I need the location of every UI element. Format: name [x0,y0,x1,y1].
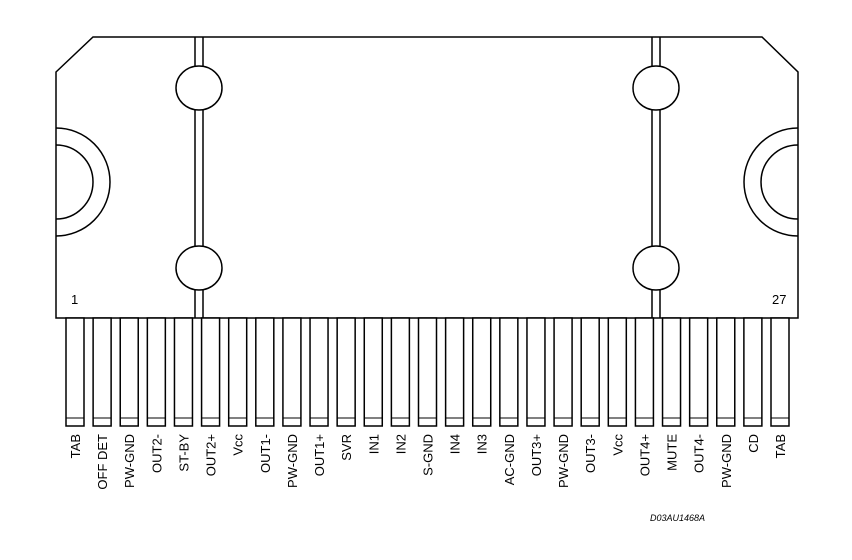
pin [119,317,139,427]
pin [444,317,465,427]
pin-label: IN3 [475,434,490,454]
pin [770,317,790,427]
package-body [55,36,799,319]
pin [363,317,384,427]
pin-label: CD [746,434,761,453]
pin-number: 1 [71,292,78,307]
pin [173,317,194,427]
pin-label: Vcc [231,434,246,456]
pin-label: OUT3- [583,434,598,473]
pin [255,317,275,427]
pin [661,317,682,427]
right-divider [632,37,680,318]
pin [390,317,411,427]
pin-label: OUT2- [149,434,164,473]
pin-label: IN4 [448,434,463,454]
pin-label: TAB [773,434,788,458]
pin-label: IN2 [393,434,408,454]
left-notch [55,127,111,237]
pin-label: PW-GND [122,434,137,488]
pin-label: PW-GND [285,434,300,488]
pin [92,317,112,427]
pin-label: OUT2+ [204,434,219,476]
pin [471,317,492,427]
pin-label: OUT4+ [637,434,652,476]
drawing-code: D03AU1468A [650,513,705,523]
pin [634,317,655,427]
pin-label: TAB [68,434,83,458]
pin [526,317,546,427]
pin [200,317,221,427]
pin-label: Vcc [610,434,625,456]
pin [309,317,329,427]
pin [336,317,356,427]
pin-label: AC-GND [502,434,517,485]
right-notch [743,127,799,237]
pin-number: 27 [772,292,786,307]
pin-label: PW-GND [719,434,734,488]
pin-label: OUT3+ [529,434,544,476]
pin [688,317,709,427]
pin-label: OUT1- [258,434,273,473]
pin [553,317,573,427]
pin [580,317,600,427]
pin-label: OUT4- [692,434,707,473]
pin [743,317,763,427]
pin [607,317,628,427]
pin-label: MUTE [665,434,680,471]
pin [499,317,519,427]
pin [65,317,85,427]
left-divider [175,37,223,318]
pin-label: OFF DET [95,434,110,490]
pin [227,317,248,427]
pin-label: PW-GND [556,434,571,488]
pin-label: ST-BY [176,434,191,472]
pin [417,317,438,427]
pin-label: S-GND [421,434,436,476]
pin [146,317,167,427]
pin [716,317,736,427]
pin-label: SVR [339,434,354,461]
pin-label: OUT1+ [312,434,327,476]
pin [282,317,302,427]
pin-label: IN1 [366,434,381,454]
